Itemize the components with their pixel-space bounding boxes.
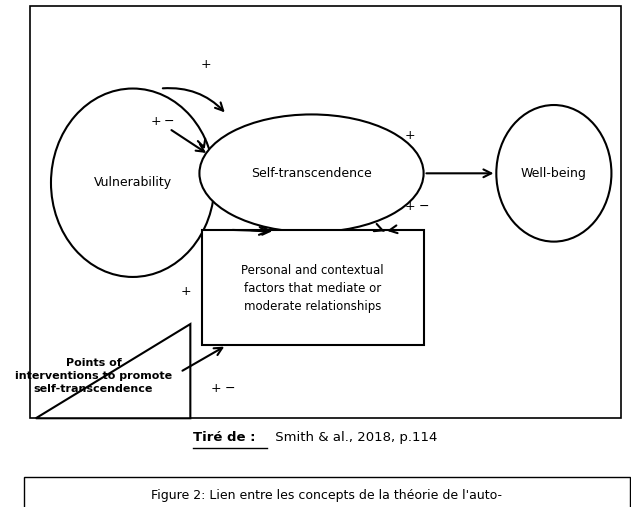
Text: +: +: [405, 200, 416, 213]
Ellipse shape: [199, 115, 423, 232]
Text: Points of
interventions to promote
self-transcendence: Points of interventions to promote self-…: [15, 357, 172, 394]
Polygon shape: [36, 324, 191, 418]
Text: +: +: [211, 382, 221, 395]
Ellipse shape: [497, 105, 611, 242]
Text: −: −: [164, 115, 174, 128]
Text: Self-transcendence: Self-transcendence: [251, 167, 372, 180]
Text: +: +: [181, 284, 191, 298]
Bar: [203, 230, 423, 345]
Text: Smith & al., 2018, p.114: Smith & al., 2018, p.114: [271, 430, 437, 444]
Ellipse shape: [51, 89, 215, 277]
Text: −: −: [418, 200, 429, 213]
Text: Figure 2: Lien entre les concepts de la théorie de l'auto-: Figure 2: Lien entre les concepts de la …: [151, 489, 502, 501]
Text: +: +: [200, 58, 211, 71]
Text: +: +: [150, 115, 161, 128]
Text: Tiré de :: Tiré de :: [193, 430, 256, 444]
Bar: [24, 477, 630, 507]
Text: Personal and contextual
factors that mediate or
moderate relationships: Personal and contextual factors that med…: [242, 264, 384, 313]
Text: +: +: [405, 129, 416, 142]
Text: −: −: [225, 382, 235, 395]
Text: Vulnerability: Vulnerability: [94, 176, 172, 189]
Bar: [30, 6, 620, 418]
Text: Well-being: Well-being: [521, 167, 587, 180]
